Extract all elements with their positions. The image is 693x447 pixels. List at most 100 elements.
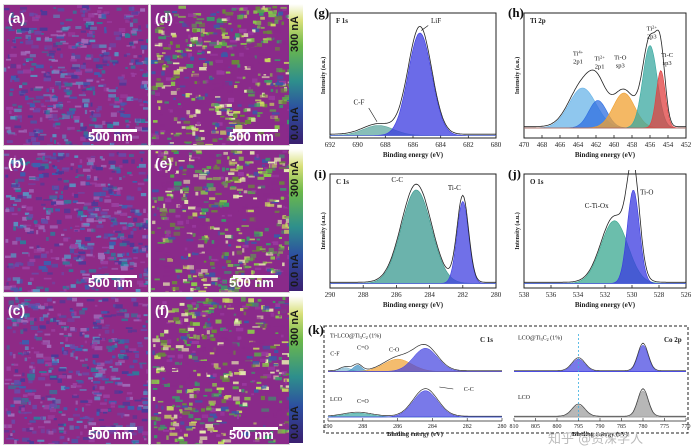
afm-speck bbox=[204, 388, 213, 392]
afm-speck bbox=[216, 371, 220, 375]
afm-speck bbox=[16, 29, 23, 33]
afm-speck bbox=[165, 33, 171, 36]
afm-speck bbox=[245, 89, 254, 93]
afm-speck bbox=[221, 40, 226, 45]
afm-speck bbox=[175, 161, 177, 166]
scale-bar-b bbox=[92, 275, 137, 278]
afm-speck bbox=[41, 33, 44, 35]
x-tick-label: 458 bbox=[627, 141, 638, 149]
afm-speck bbox=[216, 277, 221, 280]
afm-speck bbox=[175, 170, 179, 174]
afm-speck bbox=[219, 281, 226, 283]
afm-speck bbox=[60, 22, 65, 25]
afm-speck bbox=[121, 371, 129, 374]
colorbar-3 bbox=[289, 296, 303, 443]
afm-speck bbox=[283, 23, 288, 28]
afm-speck bbox=[239, 371, 246, 376]
afm-speck bbox=[268, 396, 277, 401]
afm-speck bbox=[126, 252, 130, 256]
afm-speck bbox=[222, 68, 227, 71]
afm-speck bbox=[268, 10, 273, 14]
afm-speck bbox=[254, 389, 259, 393]
afm-speck bbox=[107, 257, 114, 260]
afm-speck bbox=[24, 315, 28, 320]
afm-speck bbox=[249, 238, 255, 241]
afm-speck bbox=[182, 279, 188, 283]
afm-speck bbox=[19, 342, 22, 345]
afm-speck bbox=[211, 281, 217, 285]
afm-speck bbox=[188, 206, 196, 210]
afm-speck bbox=[165, 19, 170, 21]
x-tick-label: 462 bbox=[591, 141, 602, 149]
afm-speck bbox=[210, 244, 214, 247]
afm-speck bbox=[203, 395, 208, 397]
afm-speck bbox=[178, 95, 184, 100]
afm-speck bbox=[130, 208, 136, 213]
afm-speck bbox=[199, 422, 205, 425]
afm-speck bbox=[190, 38, 198, 43]
afm-speck bbox=[76, 420, 83, 423]
afm-speck bbox=[138, 428, 144, 434]
afm-speck bbox=[84, 415, 88, 419]
afm-speck bbox=[119, 242, 127, 247]
afm-speck bbox=[236, 164, 240, 167]
afm-speck bbox=[6, 424, 9, 429]
afm-speck bbox=[43, 420, 51, 424]
afm-speck bbox=[10, 116, 17, 120]
afm-speck bbox=[31, 137, 36, 142]
afm-speck bbox=[218, 441, 225, 444]
afm-speck bbox=[246, 134, 251, 138]
afm-speck bbox=[199, 67, 207, 71]
afm-speck bbox=[235, 271, 239, 275]
afm-speck bbox=[205, 272, 210, 275]
afm-speck bbox=[10, 287, 19, 291]
afm-speck bbox=[235, 433, 244, 439]
afm-speck bbox=[238, 7, 247, 11]
afm-speck bbox=[101, 79, 105, 81]
y-axis-label: Intensity (a.u.) bbox=[514, 57, 521, 95]
afm-speck bbox=[238, 232, 243, 235]
afm-speck bbox=[71, 53, 75, 57]
afm-speck bbox=[263, 173, 272, 177]
afm-speck bbox=[99, 402, 107, 405]
afm-speck bbox=[118, 28, 126, 33]
afm-speck bbox=[154, 40, 161, 45]
afm-speck bbox=[74, 119, 80, 123]
afm-speck bbox=[158, 36, 167, 40]
afm-speck bbox=[162, 184, 169, 188]
afm-speck bbox=[194, 169, 203, 174]
afm-speck bbox=[264, 435, 273, 439]
afm-speck bbox=[64, 76, 72, 79]
afm-speck bbox=[248, 175, 255, 178]
series-label: LCO@Ti3C2 (1%) bbox=[518, 335, 562, 343]
afm-speck bbox=[252, 110, 258, 115]
afm-speck bbox=[177, 204, 182, 208]
afm-speck bbox=[189, 150, 192, 154]
afm-speck bbox=[33, 176, 40, 181]
afm-speck bbox=[52, 134, 57, 138]
afm-speck bbox=[26, 58, 34, 61]
afm-speck bbox=[213, 304, 218, 309]
afm-speck bbox=[243, 265, 250, 269]
afm-speck bbox=[158, 174, 167, 177]
afm-speck bbox=[233, 228, 240, 231]
afm-speck bbox=[69, 183, 76, 188]
afm-speck bbox=[234, 287, 241, 289]
afm-speck bbox=[233, 313, 237, 316]
afm-speck bbox=[69, 425, 74, 430]
afm-speck bbox=[260, 375, 268, 379]
afm-speck bbox=[198, 175, 206, 180]
afm-speck bbox=[180, 421, 185, 425]
afm-speck bbox=[153, 435, 158, 439]
afm-speck bbox=[22, 216, 27, 221]
afm-speck bbox=[154, 374, 157, 377]
afm-speck bbox=[136, 426, 144, 431]
afm-speck bbox=[128, 428, 134, 432]
afm-speck bbox=[193, 36, 198, 41]
afm-speck bbox=[83, 206, 88, 210]
chart-title: Ti 2p bbox=[530, 17, 546, 25]
afm-speck bbox=[138, 163, 146, 168]
afm-speck bbox=[76, 129, 82, 132]
afm-speck bbox=[38, 426, 45, 429]
afm-speck bbox=[197, 363, 202, 368]
